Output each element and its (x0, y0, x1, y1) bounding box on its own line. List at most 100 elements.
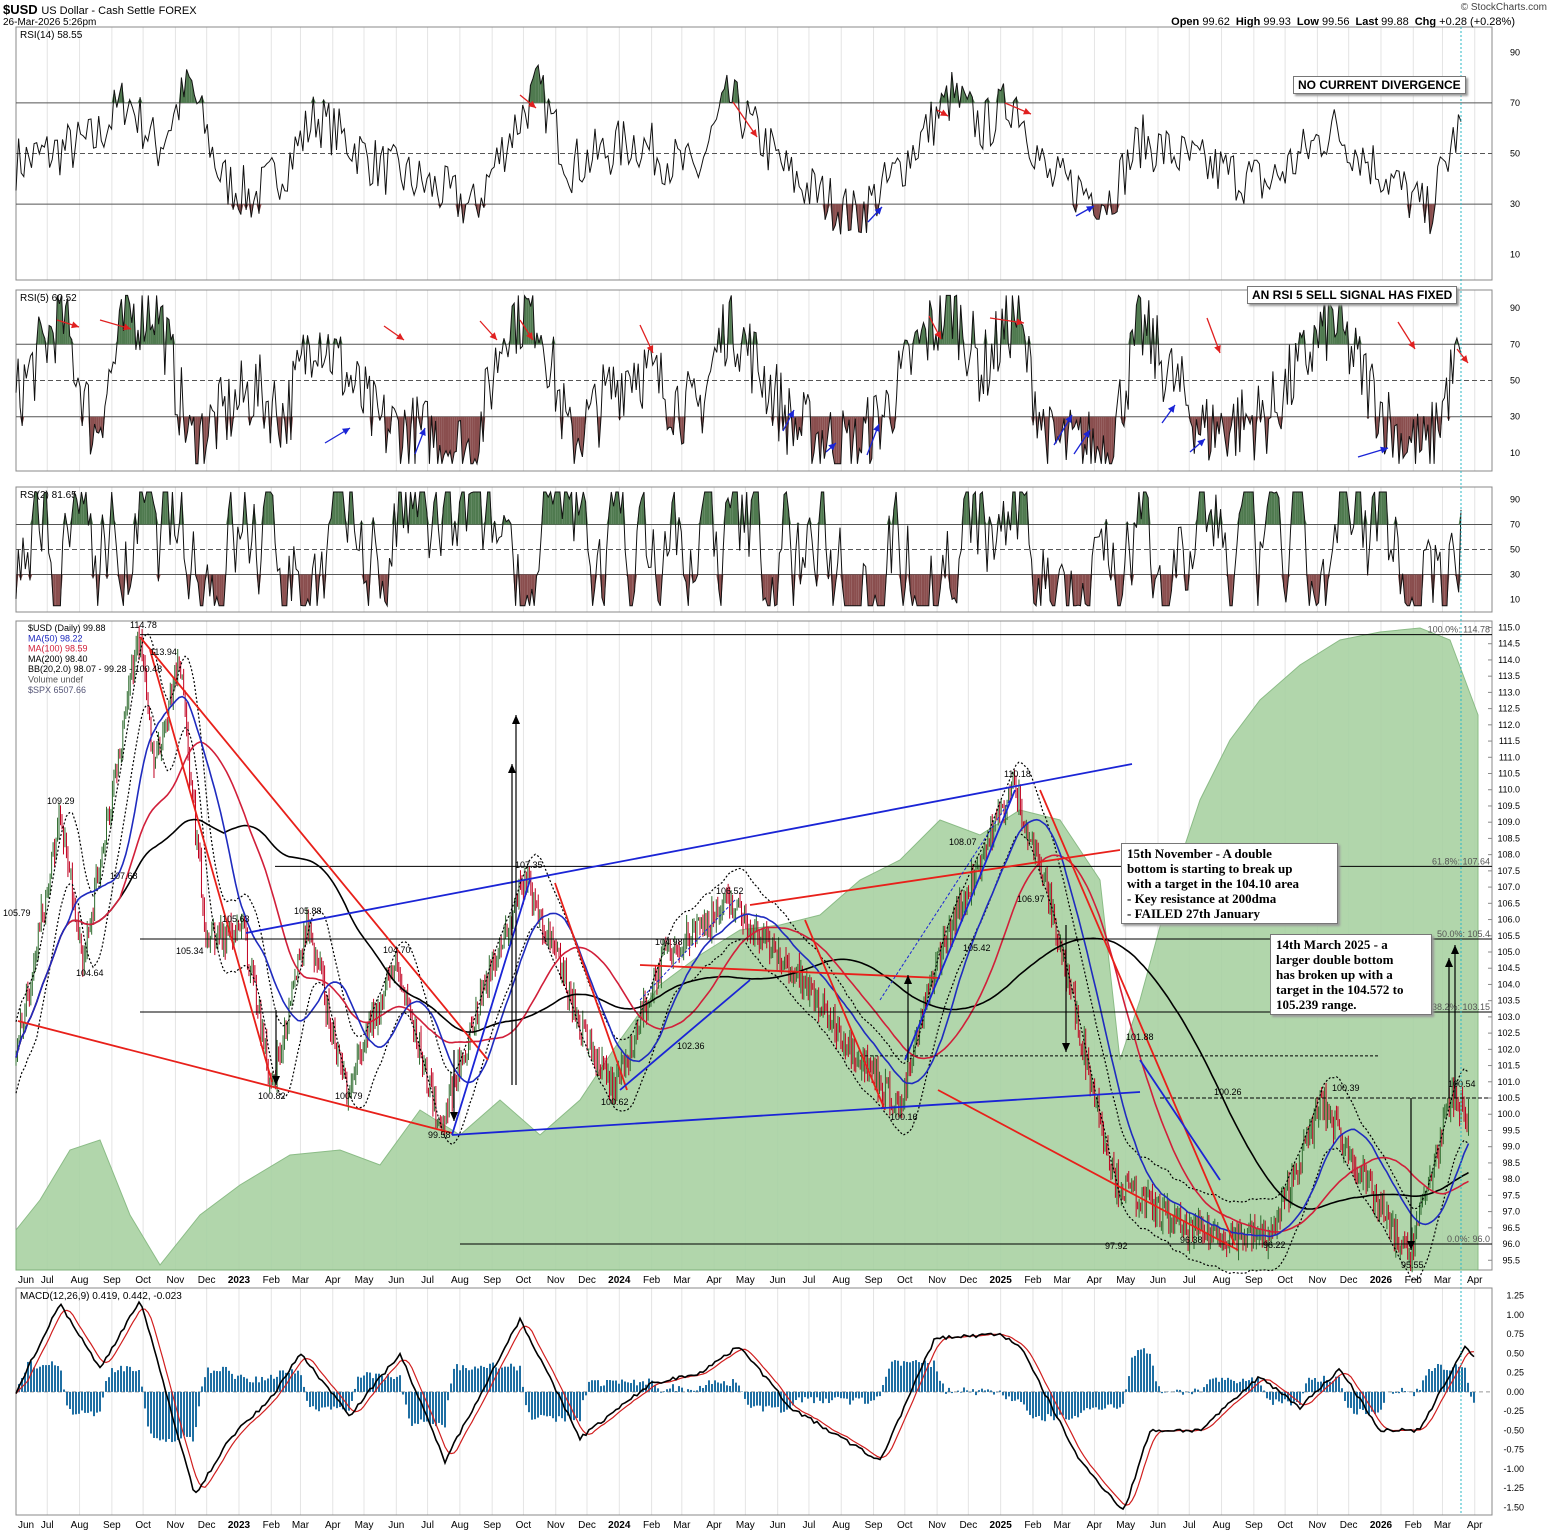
trend_blue-trendline (619, 979, 751, 1091)
price-ytick: 109.0 (1497, 817, 1520, 827)
rsi2-overbought-fill (1274, 492, 1277, 525)
rsi14-overbought-fill (962, 85, 965, 103)
rsi2-overbought-fill (1341, 492, 1345, 525)
rsi14-ytick: 30 (1510, 199, 1520, 209)
x-axis-label: May (736, 1520, 755, 1531)
rsi2-overbought-fill (1143, 492, 1146, 525)
target-arrow-head (1451, 945, 1459, 954)
rsi2-oversold-fill (1313, 574, 1317, 606)
fib-label: 50.0%: 105.4 (1437, 929, 1490, 939)
rsi5-oversold-fill (1059, 416, 1063, 443)
rsi5-oversold-fill (476, 416, 480, 464)
rsi5-oversold-fill (458, 416, 461, 422)
rsi5-div-arrow-head (1167, 405, 1175, 413)
rsi5-overbought-fill (1328, 295, 1331, 345)
price-ytick: 98.5 (1502, 1158, 1520, 1168)
rsi5-overbought-fill (34, 343, 37, 345)
rsi5-oversold-fill (1376, 416, 1379, 439)
rsi2-oversold-fill (767, 574, 771, 606)
rsi2-overbought-fill (163, 492, 166, 525)
rsi5-oversold-fill (574, 416, 577, 464)
rsi2-overbought-fill (412, 492, 416, 525)
rsi5-oversold-fill (671, 416, 674, 435)
rsi2-oversold-fill (522, 574, 525, 606)
rsi2-overbought-fill (1201, 492, 1205, 525)
price-ytick: 102.0 (1497, 1044, 1520, 1054)
x-axis-label: Jul (803, 1275, 816, 1286)
price-legend-item: MA(200) 98.40 (28, 654, 88, 664)
target-arrow-head (508, 764, 516, 773)
note1-line: bottom is starting to break up (1127, 861, 1293, 876)
x-axis-label: Oct (1277, 1520, 1293, 1531)
price-ytick: 97.0 (1502, 1207, 1520, 1217)
rsi2-overbought-fill (732, 492, 735, 525)
price-label: 105.34 (176, 946, 204, 956)
rsi14-oversold-fill (1112, 204, 1115, 215)
rsi2-overbought-fill (263, 492, 266, 525)
x-axis-label: Apr (1087, 1520, 1103, 1531)
rsi2-oversold-fill (914, 574, 918, 606)
price-ytick: 101.5 (1497, 1061, 1520, 1071)
rsi5-overbought-fill (1138, 295, 1141, 345)
price-label: 99.58 (428, 1130, 451, 1140)
rsi2-oversold-fill (219, 574, 222, 606)
rsi14-overbought-fill (941, 93, 945, 103)
rsi2-oversold-fill (1085, 574, 1088, 606)
rsi5-oversold-fill (838, 416, 841, 464)
x-axis-label: Aug (71, 1520, 89, 1531)
rsi2-overbought-fill (1019, 492, 1023, 525)
rsi14-oversold-fill (227, 204, 231, 205)
x-axis-label: Sep (483, 1275, 501, 1286)
rsi5-oversold-fill (578, 416, 581, 450)
rsi5-div-arrow-head (1065, 415, 1072, 423)
rsi5-overbought-fill (158, 307, 161, 345)
rsi2-oversold-fill (1066, 574, 1069, 606)
rsi5-oversold-fill (832, 416, 835, 464)
price-legend-item: $USD (Daily) 99.88 (28, 623, 106, 633)
rsi2-oversold-fill (128, 574, 131, 595)
macd-ytick: -1.50 (1503, 1502, 1524, 1512)
rsi5-oversold-fill (1198, 416, 1201, 436)
rsi5-legend: RSI(5) 60.52 (20, 293, 77, 304)
macd-legend: MACD(12,26,9) 0.419, 0.442, -0.023 (20, 1291, 182, 1302)
macd-ytick: -1.00 (1503, 1464, 1524, 1474)
rsi2-oversold-fill (924, 574, 927, 606)
rsi5-overbought-fill (729, 295, 732, 345)
rsi5-ytick: 70 (1510, 339, 1520, 349)
rsi14-div-arrow-head (750, 129, 757, 137)
x-axis-label: Mar (292, 1275, 310, 1286)
rsi14-div-arrow-head (940, 109, 948, 116)
rsi5-overbought-fill (1012, 295, 1015, 345)
x-axis-label: Oct (897, 1275, 913, 1286)
rsi5-oversold-fill (669, 416, 672, 428)
rsi2-overbought-fill (580, 492, 584, 525)
rsi14-overbought-fill (987, 98, 991, 103)
trend_blue-trendline (245, 763, 1133, 934)
price-ytick: 112.0 (1498, 720, 1520, 730)
price-label: 100.16 (890, 1112, 918, 1122)
rsi2-overbought-fill (461, 492, 465, 525)
rsi2-oversold-fill (300, 574, 304, 606)
rsi2-overbought-fill (1297, 492, 1300, 525)
target-arrow-head (1407, 1241, 1415, 1250)
x-axis-label: Sep (103, 1275, 121, 1286)
rsi5-oversold-fill (445, 416, 449, 457)
trend_red-trendline (639, 964, 941, 979)
price-ytick: 106.0 (1497, 915, 1520, 925)
rsi5-overbought-fill (512, 303, 515, 345)
price-ytick: 103.5 (1497, 996, 1520, 1006)
price-ytick: 103.0 (1497, 1012, 1520, 1022)
rsi2-ytick: 90 (1510, 495, 1520, 505)
x-axis-label: Oct (1277, 1275, 1293, 1286)
rsi2-oversold-fill (849, 574, 852, 606)
x-axis-label: Jul (421, 1275, 434, 1286)
price-ytick: 113.5 (1498, 671, 1520, 681)
price-ytick: 99.0 (1502, 1142, 1520, 1152)
rsi5-oversold-fill (388, 416, 391, 433)
trend_blue-trendline (451, 879, 531, 1136)
rsi2-oversold-fill (1316, 574, 1319, 606)
rsi2-overbought-fill (338, 492, 341, 525)
rsi5-oversold-fill (799, 416, 802, 436)
macd-ytick: -1.25 (1503, 1483, 1524, 1493)
rsi5-oversold-fill (1105, 416, 1108, 464)
